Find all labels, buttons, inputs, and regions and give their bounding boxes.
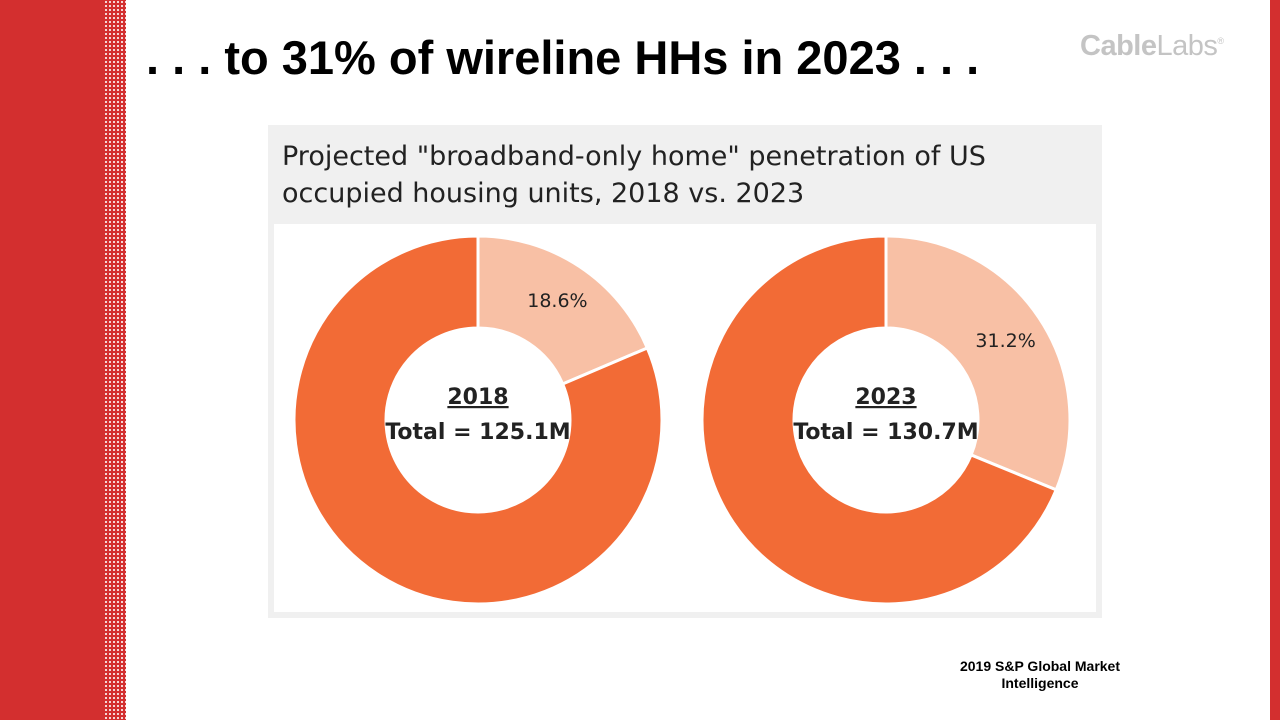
donut-slice-2018-0 bbox=[476, 234, 650, 386]
chart-title: Projected "broadband-only home" penetrat… bbox=[282, 141, 986, 209]
slice-label-2023: 31.2% bbox=[975, 330, 1035, 352]
donut-slice-2018-1 bbox=[292, 234, 664, 606]
logo-registered-mark: ® bbox=[1217, 36, 1224, 46]
center-total-2023: Total = 130.7M bbox=[793, 420, 978, 445]
donut-slice-2023-0 bbox=[884, 234, 1072, 492]
logo-text-light: Labs bbox=[1156, 30, 1218, 62]
donut-chart-2023: 31.2% 2023 Total = 130.7M bbox=[700, 234, 1072, 606]
slide-title: . . . to 31% of wireline HHs in 2023 . .… bbox=[146, 31, 980, 84]
left-red-bar bbox=[0, 0, 104, 720]
donut-chart-2018: 18.6% 2018 Total = 125.1M bbox=[292, 234, 664, 606]
center-total-2018: Total = 125.1M bbox=[385, 420, 570, 445]
cablelabs-logo: CableLabs® bbox=[1080, 30, 1224, 63]
logo-text-bold: Cable bbox=[1080, 30, 1157, 62]
right-red-bar bbox=[1270, 0, 1280, 720]
center-year-2018: 2018 bbox=[447, 385, 508, 410]
slice-label-2018: 18.6% bbox=[527, 290, 587, 312]
donut-slice-2023-1 bbox=[700, 234, 1059, 606]
left-dotted-stripe bbox=[104, 0, 126, 720]
source-note: 2019 S&P Global Market Intelligence bbox=[959, 658, 1121, 691]
center-year-2023: 2023 bbox=[855, 385, 916, 410]
